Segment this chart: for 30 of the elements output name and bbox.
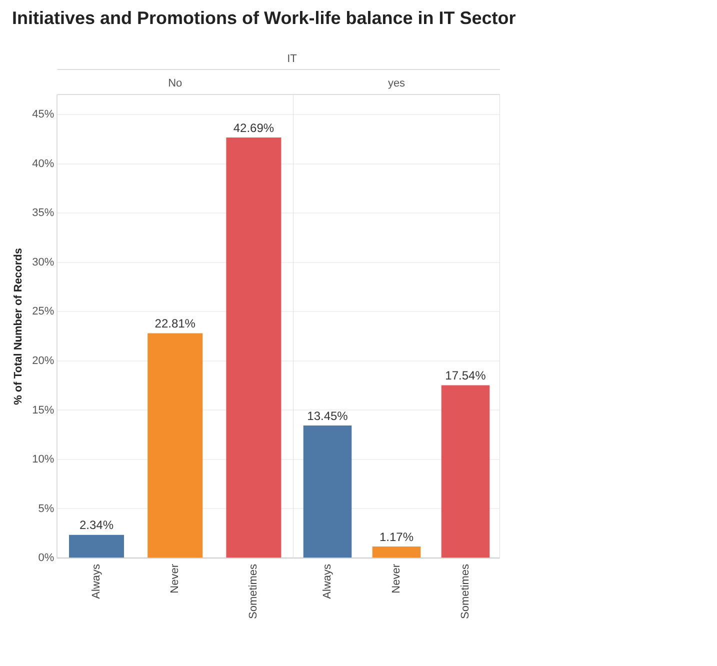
data-label: 42.69%	[233, 120, 274, 135]
text: IT	[286, 53, 298, 65]
x-tick-label: Sometimes	[248, 564, 260, 620]
y-tick-label: 20%	[32, 355, 54, 367]
x-tick-label: Always	[322, 563, 334, 599]
y-tick-label: 5%	[38, 502, 54, 515]
y-tick-label: 40%	[32, 158, 54, 170]
bar	[69, 534, 124, 558]
data-label: 1.17%	[379, 530, 414, 544]
text: yes	[388, 78, 406, 90]
x-tick-label: Sometimes	[460, 564, 472, 620]
data-label: 13.45%	[307, 408, 348, 423]
x-tick-label: Never	[390, 564, 403, 594]
data-label: 17.54%	[445, 368, 486, 383]
bar	[226, 137, 282, 558]
data-label: 22.81%	[154, 316, 196, 331]
data-label: 2.34%	[80, 518, 114, 532]
x-tick-label: Always	[90, 563, 103, 599]
bar	[148, 333, 203, 558]
y-tick-label: 45%	[32, 108, 54, 121]
y-tick-label: 15%	[32, 404, 54, 416]
x-tick-label: Never	[169, 564, 182, 594]
text: No	[168, 78, 182, 90]
y-tick-label: 25%	[32, 306, 54, 318]
y-tick-label: 30%	[32, 256, 54, 268]
y-tick-label: 10%	[32, 454, 54, 466]
y-tick-label: 35%	[32, 207, 54, 220]
y-tick-label: 0%	[38, 552, 54, 564]
y-axis-title: % of Total Number of Records	[12, 248, 25, 405]
chart-title: Initiatives and Promotions of Work-life balance in IT Sector	[12, 8, 517, 29]
